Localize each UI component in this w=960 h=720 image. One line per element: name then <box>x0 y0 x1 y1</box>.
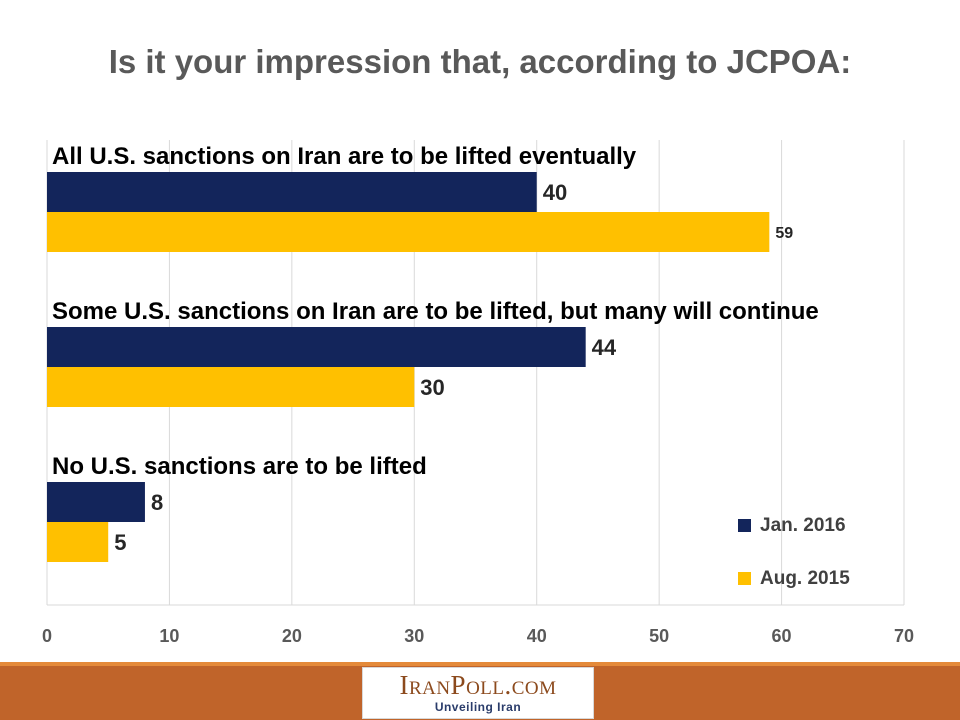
data-label: 30 <box>420 375 444 400</box>
chart-title: Is it your impression that, according to… <box>108 43 852 80</box>
data-label: 40 <box>543 180 567 205</box>
data-label: 5 <box>114 530 126 555</box>
x-tick-label: 60 <box>772 626 792 646</box>
category-label: No U.S. sanctions are to be lifted <box>52 453 427 480</box>
x-tick-label: 70 <box>894 626 914 646</box>
x-tick-label: 50 <box>649 626 669 646</box>
data-label: 8 <box>151 490 163 515</box>
bar <box>47 522 109 562</box>
x-tick-label: 20 <box>282 626 302 646</box>
legend-swatch <box>738 572 751 585</box>
x-tick-label: 10 <box>159 626 179 646</box>
logo-text: IranPoll.com <box>399 670 557 700</box>
iranpoll-logo: IranPoll.com Unveiling Iran <box>362 667 594 719</box>
bar <box>47 482 145 522</box>
bar <box>47 367 415 407</box>
bar <box>47 212 770 252</box>
x-tick-label: 0 <box>42 626 52 646</box>
category-label: Some U.S. sanctions on Iran are to be li… <box>52 298 819 325</box>
x-tick-label: 40 <box>527 626 547 646</box>
data-label: 59 <box>775 225 793 242</box>
legend-label: Aug. 2015 <box>760 568 850 589</box>
legend-label: Jan. 2016 <box>760 515 846 536</box>
data-label: 44 <box>592 335 617 360</box>
bar <box>47 172 537 212</box>
x-tick-label: 30 <box>404 626 424 646</box>
logo-tagline: Unveiling Iran <box>434 700 522 714</box>
bar <box>47 327 586 367</box>
bar-chart: 0 10 20 30 40 50 60 70 All U.S. sanctions on Ira… <box>42 140 914 646</box>
legend-swatch <box>738 519 751 532</box>
category-label: All U.S. sanctions on Iran are to be lif… <box>52 143 637 170</box>
